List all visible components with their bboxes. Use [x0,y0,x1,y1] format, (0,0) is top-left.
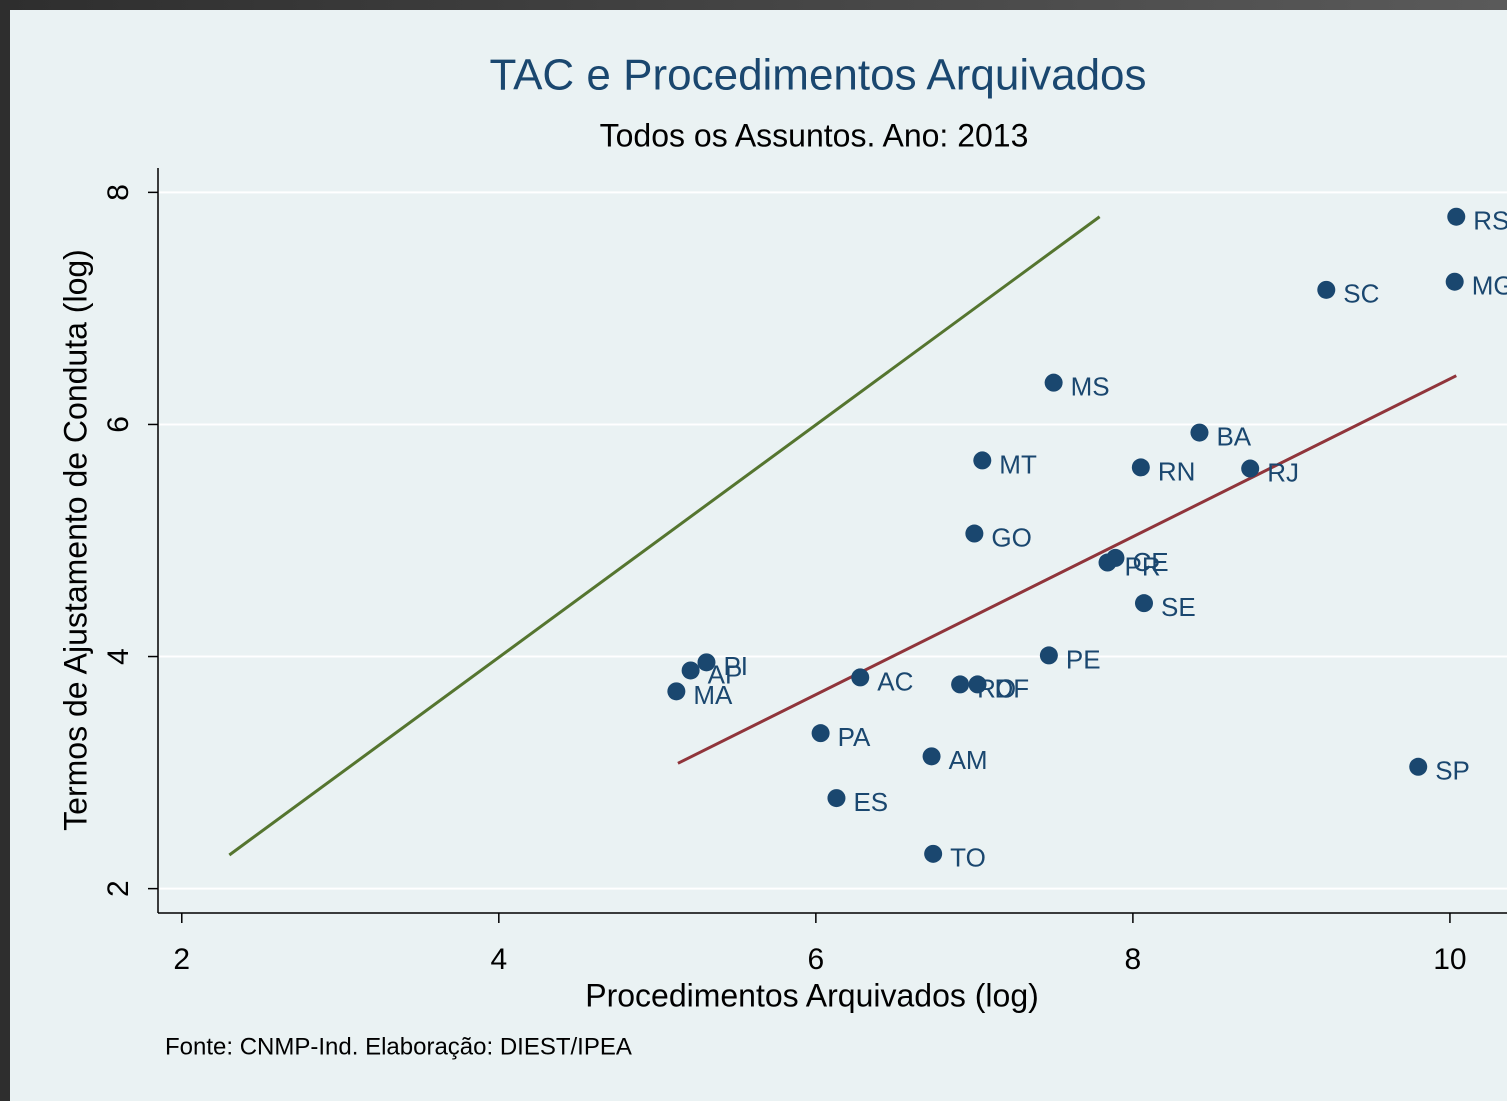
point-label: AP [708,659,743,689]
y-tick-label: 4 [102,648,135,665]
point [1044,373,1063,392]
note: Fonte: CNMP-Ind. Elaboração: DIEST/IPEA [165,1033,632,1060]
x-tick-label: 2 [173,943,190,976]
point-label: RJ [1267,457,1299,487]
point-label: MA [693,680,733,710]
point-label: SP [1435,756,1470,786]
point-label: PI [723,651,748,681]
grid [158,191,1507,890]
point-label: BA [1216,421,1251,451]
y-tick-label: 6 [102,416,135,433]
point-label: SC [1343,279,1379,309]
point [1317,280,1336,299]
point [924,844,943,863]
point [973,451,992,470]
point-label: DF [995,673,1030,703]
point [1241,459,1260,478]
x-axis-title: Procedimentos Arquivados (log) [585,977,1039,1013]
point [951,675,970,694]
point [965,524,984,543]
x-tick-label: 8 [1125,943,1142,976]
point-label: TO [950,843,986,873]
axes: 2 4 6 8 2 4 6 8 10 [102,168,1507,976]
point [1445,272,1464,291]
reference-line [228,215,1101,857]
point-label: PR [1125,551,1161,581]
point [1134,594,1153,613]
x-tick-label: 4 [490,943,507,976]
point [1447,207,1466,226]
point-label: GO [991,522,1031,552]
chart-subtitle: Todos os Assuntos. Ano: 2013 [600,117,1029,153]
y-tick-label: 2 [102,880,135,897]
x-tick-label: 6 [808,943,825,976]
point [851,668,870,687]
point [827,789,846,808]
point-label: PA [838,722,871,752]
point [922,747,941,766]
point [1190,423,1209,442]
point-label: PE [1066,644,1101,674]
point [968,675,987,694]
x-tick-label: 10 [1433,943,1466,976]
point [811,724,830,743]
point [1039,646,1058,665]
point-label: SE [1161,592,1196,622]
reference-line [677,374,1457,765]
point-label: MS [1071,372,1110,402]
point [1409,757,1428,776]
point-label: RN [1158,456,1196,486]
point-label: CE [1132,547,1168,577]
point-label: AC [877,666,913,696]
point-label: RS [1473,206,1507,236]
point-label: AM [949,745,988,775]
chart-title: TAC e Procedimentos Arquivados [489,51,1146,100]
point [1131,458,1150,477]
point-label: ES [853,787,888,817]
point [697,653,716,672]
point-label: MT [999,449,1037,479]
point-label: MG [1472,271,1507,301]
y-tick-label: 8 [102,184,135,201]
background [10,10,1507,1101]
y-axis-title: Termos de Ajustamento de Conduta (log) [57,249,93,831]
point [667,682,686,701]
point [1098,553,1117,572]
point [681,661,700,680]
